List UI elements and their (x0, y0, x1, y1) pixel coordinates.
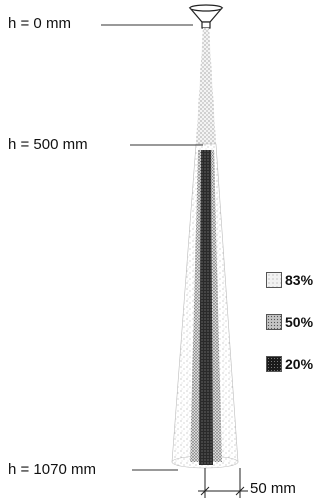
height-label-h0: h = 0 mm (8, 15, 71, 32)
legend-label-50: 50% (285, 314, 314, 330)
scale-bar-label: 50 mm (250, 480, 296, 497)
legend-swatch-20 (266, 356, 282, 372)
legend-item-83: 83% (266, 271, 313, 289)
legend-swatch-50 (266, 314, 282, 330)
legend-label-83: 83% (285, 272, 314, 288)
legend-item-20: 20% (266, 355, 313, 373)
spray-region-20 (199, 150, 213, 465)
legend-label-20: 20% (285, 356, 314, 372)
legend-swatch-83 (266, 272, 282, 288)
nozzle-icon (188, 4, 224, 29)
spray-upper-region (196, 28, 216, 144)
height-label-h1070: h = 1070 mm (8, 461, 96, 478)
height-label-h500: h = 500 mm (8, 136, 88, 153)
legend-item-50: 50% (266, 313, 313, 331)
scale-bar (198, 468, 248, 498)
